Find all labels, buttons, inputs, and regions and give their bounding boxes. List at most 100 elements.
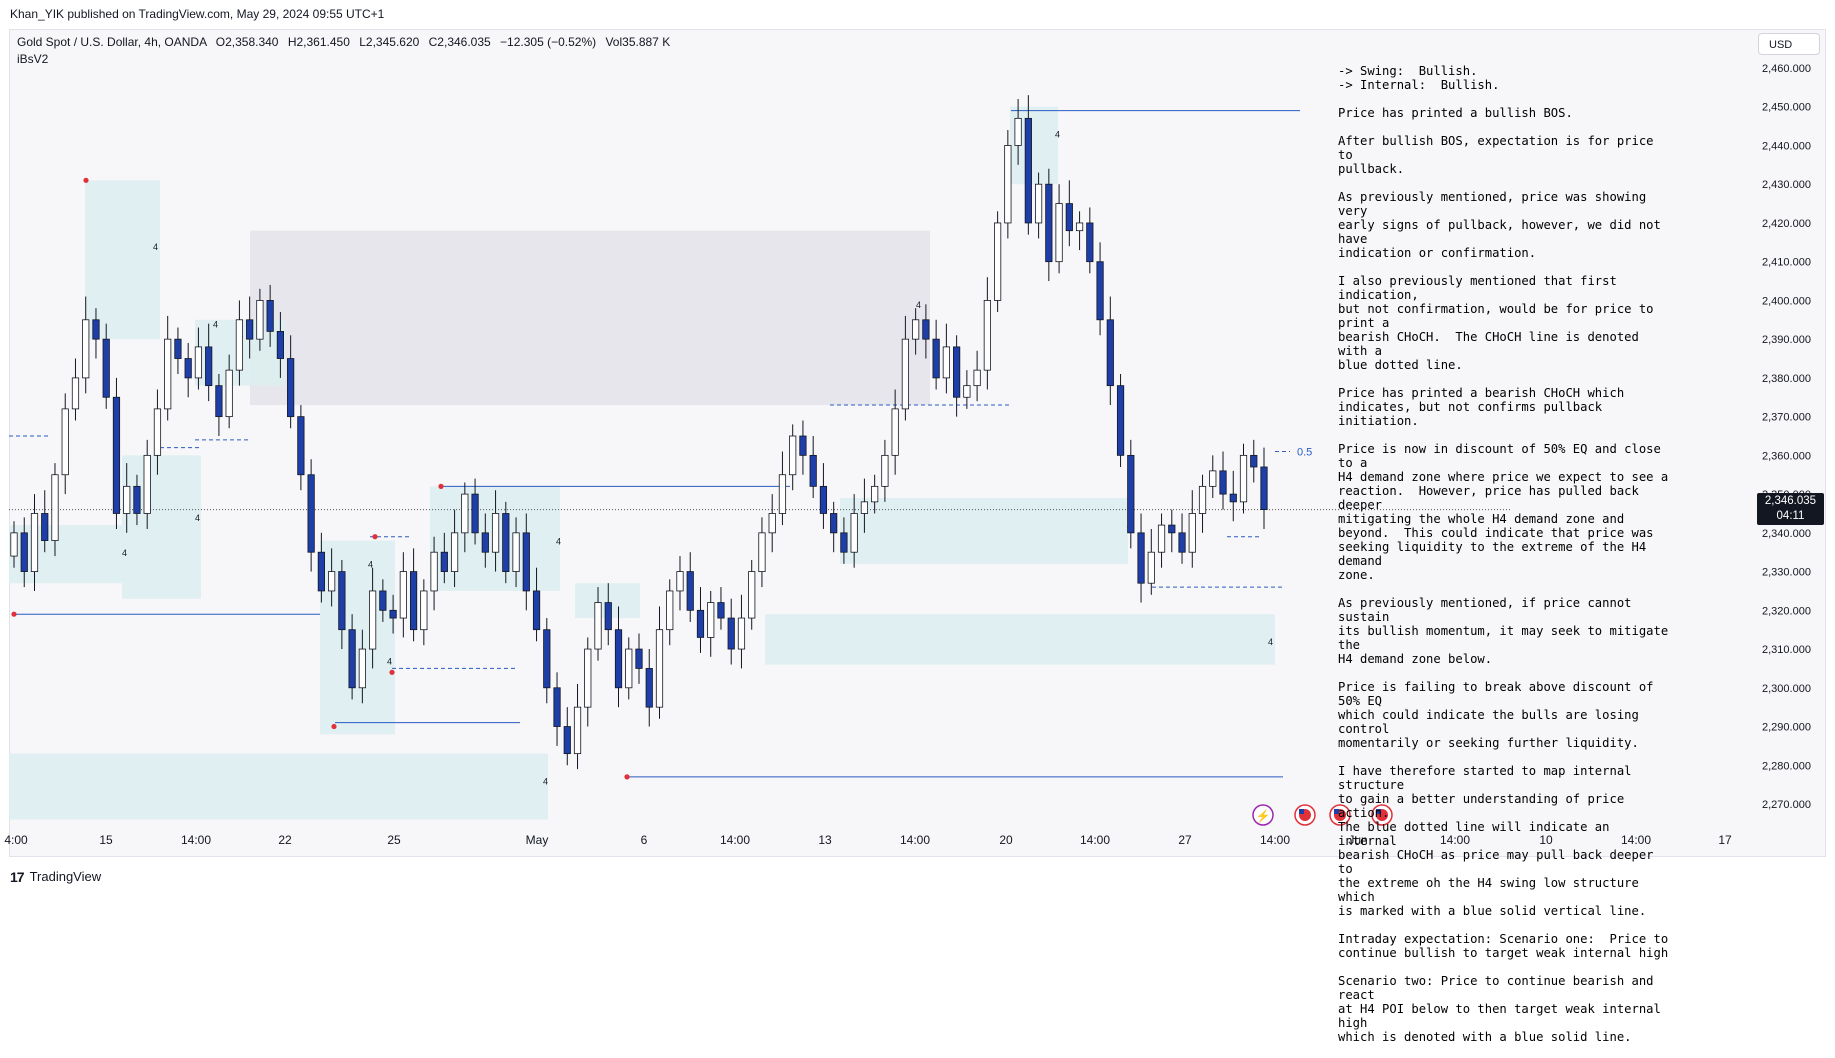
price-tick-label: 2,310.000 xyxy=(1762,644,1811,656)
note-paragraph: I have therefore started to map internal… xyxy=(1338,764,1654,918)
bull-candle xyxy=(1004,145,1012,224)
footer-brand[interactable]: TradingView xyxy=(29,868,102,884)
bull-candle xyxy=(153,408,162,456)
time-tick-label: 14:00 xyxy=(900,833,930,847)
bull-candle xyxy=(860,501,869,514)
note-paragraph: As previously mentioned, if price cannot… xyxy=(1338,596,1669,666)
bear-candle xyxy=(409,571,418,631)
note-paragraph: Price is failing to break above discount… xyxy=(1338,680,1654,750)
bear-candle xyxy=(645,668,653,708)
bear-candle xyxy=(1127,454,1135,534)
bull-candle xyxy=(256,300,264,340)
bull-candle xyxy=(625,648,633,689)
bear-candle xyxy=(1096,261,1104,321)
time-tick-label: 25 xyxy=(387,833,401,847)
eq-label: 0.5 xyxy=(1297,446,1312,458)
bull-candle xyxy=(1034,183,1043,224)
bear-candle xyxy=(246,319,254,340)
bear-candle xyxy=(1137,532,1145,584)
bull-candle xyxy=(194,346,203,379)
bear-candle xyxy=(840,532,848,553)
bear-candle xyxy=(20,532,28,572)
price-tick-label: 2,360.000 xyxy=(1762,450,1811,462)
bull-candle xyxy=(491,513,500,553)
time-tick-label: 17 xyxy=(1718,833,1732,847)
bull-candle xyxy=(584,648,592,708)
bull-candle xyxy=(420,590,428,631)
bull-candle xyxy=(123,485,131,514)
time-tick-label: 14:00 xyxy=(181,833,211,847)
bear-candle xyxy=(717,602,725,619)
bull-candle xyxy=(1014,117,1022,146)
bear-candle xyxy=(1168,524,1176,534)
price-tick-label: 2,450.000 xyxy=(1762,102,1811,114)
swing-point xyxy=(389,669,395,675)
price-tick-label: 2,380.000 xyxy=(1762,373,1811,385)
bear-candle xyxy=(830,513,838,534)
demand-zone xyxy=(9,753,548,820)
bear-candle xyxy=(1106,319,1114,387)
price-tick-label: 2,270.000 xyxy=(1762,799,1811,811)
publish-line: Khan_YIK published on TradingView.com, M… xyxy=(10,7,385,21)
last-price-value: 2,346.035 xyxy=(1764,495,1817,507)
price-axis: 2,460.000 2,450.000 2,440.000 2,430.000 2,42… xyxy=(1762,63,1811,811)
bear-candle xyxy=(112,396,121,514)
bull-candle xyxy=(328,571,336,592)
bear-candle xyxy=(102,338,110,398)
time-tick-label: 14:00 xyxy=(1440,833,1470,847)
zone-label: 4 xyxy=(122,548,127,558)
bear-candle xyxy=(686,571,694,611)
bull-candle xyxy=(399,571,407,619)
bull-candle xyxy=(994,222,1002,301)
note-paragraph: As previously mentioned, price was showi… xyxy=(1338,190,1661,260)
demand-zone xyxy=(840,497,1128,564)
bull-candle xyxy=(1198,485,1207,514)
zone-label: 4 xyxy=(1268,637,1273,647)
bull-candle xyxy=(1188,513,1196,553)
bull-candle xyxy=(461,493,469,534)
chart-frame[interactable] xyxy=(9,29,1826,857)
price-chart[interactable]: 444444444444 0.5 2,460.0002,450.0002,440… xyxy=(0,0,1835,891)
bull-candle xyxy=(748,571,756,619)
bear-candle xyxy=(348,629,356,689)
bull-candle xyxy=(30,513,39,572)
bull-candle xyxy=(891,408,899,456)
bull-candle xyxy=(871,485,879,503)
symbol-label[interactable]: Gold Spot / U.S. Dollar, 4h, OANDA xyxy=(17,35,207,49)
bear-candle xyxy=(266,300,274,332)
bear-candle xyxy=(1260,466,1268,510)
note-paragraph: Price has printed a bullish BOS. xyxy=(1338,106,1573,120)
indicator-label[interactable]: iBsV2 xyxy=(17,52,49,66)
price-tick-label: 2,390.000 xyxy=(1762,334,1811,346)
chart-legend: Gold Spot / U.S. Dollar, 4h, OANDA O2,35… xyxy=(17,34,670,68)
bear-candle xyxy=(174,338,182,359)
bear-candle xyxy=(1178,532,1186,553)
bear-candle xyxy=(819,485,828,514)
bull-candle xyxy=(61,408,69,476)
tradingview-logo-icon[interactable]: 17 xyxy=(10,868,25,885)
note-paragraph: I also previously mentioned that first i… xyxy=(1338,274,1654,372)
bear-candle xyxy=(317,551,325,592)
zone-label: 4 xyxy=(556,536,561,546)
bear-candle xyxy=(205,346,213,387)
bull-candle xyxy=(983,300,991,371)
bull-candle xyxy=(1075,222,1084,232)
bear-candle xyxy=(553,687,561,727)
price-tick-label: 2,330.000 xyxy=(1762,567,1811,579)
structure-lines-layer: 0.5 xyxy=(9,110,1510,778)
note-paragraph: Scenario two: Price to continue bearish … xyxy=(1338,974,1661,1044)
bull-candle xyxy=(1147,551,1155,584)
zone-label: 4 xyxy=(916,300,921,310)
time-tick-label: May xyxy=(526,833,549,847)
bear-candle xyxy=(92,319,100,340)
swing-point xyxy=(438,483,444,489)
us-flag-canton-icon xyxy=(1376,809,1381,814)
candles-layer xyxy=(10,95,1268,770)
bull-candle xyxy=(10,532,18,557)
bull-candle xyxy=(71,377,80,410)
bull-candle xyxy=(942,346,950,379)
price-tick-label: 2,280.000 xyxy=(1762,760,1811,772)
bear-candle xyxy=(276,331,284,359)
currency-button[interactable]: USD xyxy=(1758,33,1820,55)
bar-countdown: 04:11 xyxy=(1776,510,1805,522)
